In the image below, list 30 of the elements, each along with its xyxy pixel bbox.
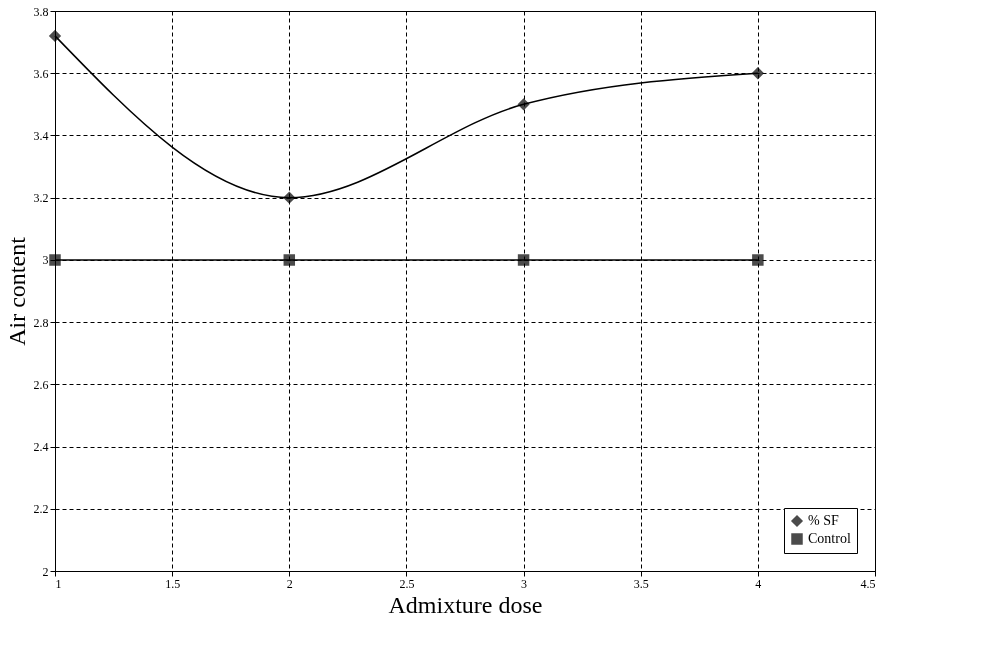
point — [283, 254, 296, 266]
x-tick-label: 2.5 — [399, 576, 415, 591]
y-tick-label: 2 — [42, 564, 49, 579]
x-tick-label: 2 — [286, 576, 293, 591]
x-tick-label: 4.5 — [860, 576, 876, 591]
y-tick-label: 3.8 — [33, 4, 49, 19]
x-tick-label: 1 — [55, 576, 62, 591]
point — [517, 98, 530, 111]
point — [49, 30, 61, 42]
x-tick-label: 3 — [521, 576, 528, 591]
y-tick-label: 3.6 — [33, 66, 49, 81]
legend-label: Control — [808, 531, 851, 546]
y-tick-label: 2.8 — [33, 315, 49, 330]
point — [517, 254, 530, 266]
point — [49, 254, 61, 266]
point — [752, 67, 764, 79]
x-tick-label: 3.5 — [633, 576, 649, 591]
y-tick-label: 2.4 — [33, 440, 49, 455]
y-axis-title: Air content — [3, 236, 30, 346]
legend-label: % SF — [808, 513, 839, 528]
point — [283, 191, 296, 204]
y-tick-label: 2.2 — [33, 502, 49, 517]
y-tick-label: 3.4 — [33, 128, 49, 143]
y-tick-label: 3.2 — [33, 191, 49, 206]
y-tick-label: 3 — [42, 253, 49, 268]
y-tick-label: 2.6 — [33, 377, 49, 392]
x-tick-label: 1.5 — [165, 576, 181, 591]
x-tick-label: 4 — [755, 576, 762, 591]
point — [752, 254, 764, 266]
x-axis-title: Admixture dose — [388, 591, 543, 618]
